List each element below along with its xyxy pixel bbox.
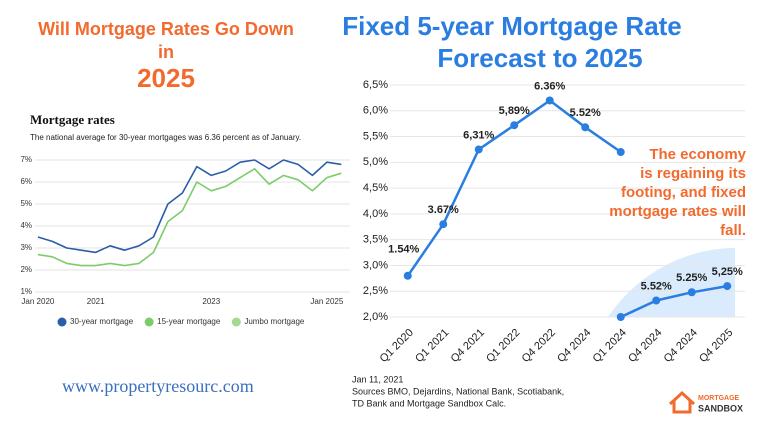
annotation: footing, and fixed: [621, 184, 746, 201]
logo-text: MORTGAGE: [698, 395, 740, 402]
point: [616, 148, 625, 157]
legend-swatch: [57, 317, 67, 327]
y-tick-label: 6,5%: [363, 79, 388, 91]
data-label: 1.54%: [388, 244, 419, 256]
point: [616, 313, 625, 321]
point: [652, 296, 661, 305]
data-label: 6.36%: [534, 80, 565, 92]
y-tick-label: 4,5%: [363, 182, 388, 194]
chart-title: Mortgage rates: [30, 112, 115, 127]
chart-subtitle: The national average for 30-year mortgag…: [30, 133, 301, 142]
y-tick-label: 2,5%: [363, 285, 388, 297]
series-line: [620, 284, 728, 319]
chart-title: Forecast to 2025: [437, 43, 642, 73]
data-label: 5,25%: [712, 266, 743, 278]
y-tick-label: 3%: [20, 243, 32, 252]
y-tick-label: 3,0%: [363, 259, 388, 271]
data-label: 6,31%: [463, 129, 494, 141]
legend-swatch: [144, 317, 154, 327]
y-tick-label: 1%: [20, 287, 32, 296]
data-label: 3.67%: [428, 204, 459, 216]
website: www.propertyresourc.com: [62, 376, 254, 396]
footer-date: Jan 11, 2021: [352, 374, 403, 384]
y-tick-label: 3,5%: [363, 234, 388, 246]
data-label: 5.25%: [676, 272, 707, 284]
annotation: mortgage rates will: [609, 203, 746, 220]
y-tick-label: 2,0%: [363, 311, 388, 323]
y-tick-label: 5,0%: [363, 156, 388, 168]
header-line: Will Mortgage Rates Go Down: [38, 19, 294, 39]
y-tick-label: 6%: [20, 177, 32, 186]
chart-title: Fixed 5-year Mortgage Rate: [342, 11, 682, 41]
point: [510, 121, 519, 130]
legend-label: Jumbo mortgage: [244, 317, 305, 326]
footer-sources: Sources BMO, Dejardins, National Bank, S…: [352, 386, 564, 396]
y-tick-label: 4,0%: [363, 208, 388, 220]
series-line: [37, 168, 342, 267]
point: [687, 288, 696, 297]
legend-swatch: [231, 317, 241, 327]
legend-label: 15-year mortgage: [157, 317, 221, 326]
annotation: The economy: [649, 146, 746, 163]
footer-sources: TD Bank and Mortgage Sandbox Calc.: [352, 398, 506, 408]
y-tick-label: 5%: [20, 199, 32, 208]
point: [403, 271, 412, 280]
data-label: 5.52%: [641, 280, 672, 292]
data-label: 5,89%: [499, 105, 530, 117]
point: [723, 282, 732, 291]
point: [545, 96, 554, 105]
point: [581, 123, 590, 132]
x-tick-label: Jan 2025: [310, 297, 343, 306]
logo-text: SANDBOX: [698, 403, 743, 413]
annotation: is regaining its: [640, 165, 746, 182]
x-tick-label: 2023: [202, 297, 220, 306]
header-line: in: [158, 42, 174, 62]
point: [474, 145, 483, 154]
header-year: 2025: [137, 63, 195, 93]
annotation: fall.: [720, 222, 746, 239]
x-tick-label: Jan 2020: [21, 297, 54, 306]
y-tick-label: 2%: [20, 265, 32, 274]
logo-icon: [668, 390, 696, 414]
y-tick-label: 5,5%: [363, 130, 388, 142]
legend-label: 30-year mortgage: [70, 317, 134, 326]
data-label: 5.52%: [570, 107, 601, 119]
point: [439, 220, 448, 229]
series-line: [37, 159, 342, 254]
x-tick-label: 2021: [87, 297, 105, 306]
y-tick-label: 6,0%: [363, 105, 388, 117]
y-tick-label: 4%: [20, 221, 32, 230]
y-tick-label: 7%: [20, 155, 32, 164]
